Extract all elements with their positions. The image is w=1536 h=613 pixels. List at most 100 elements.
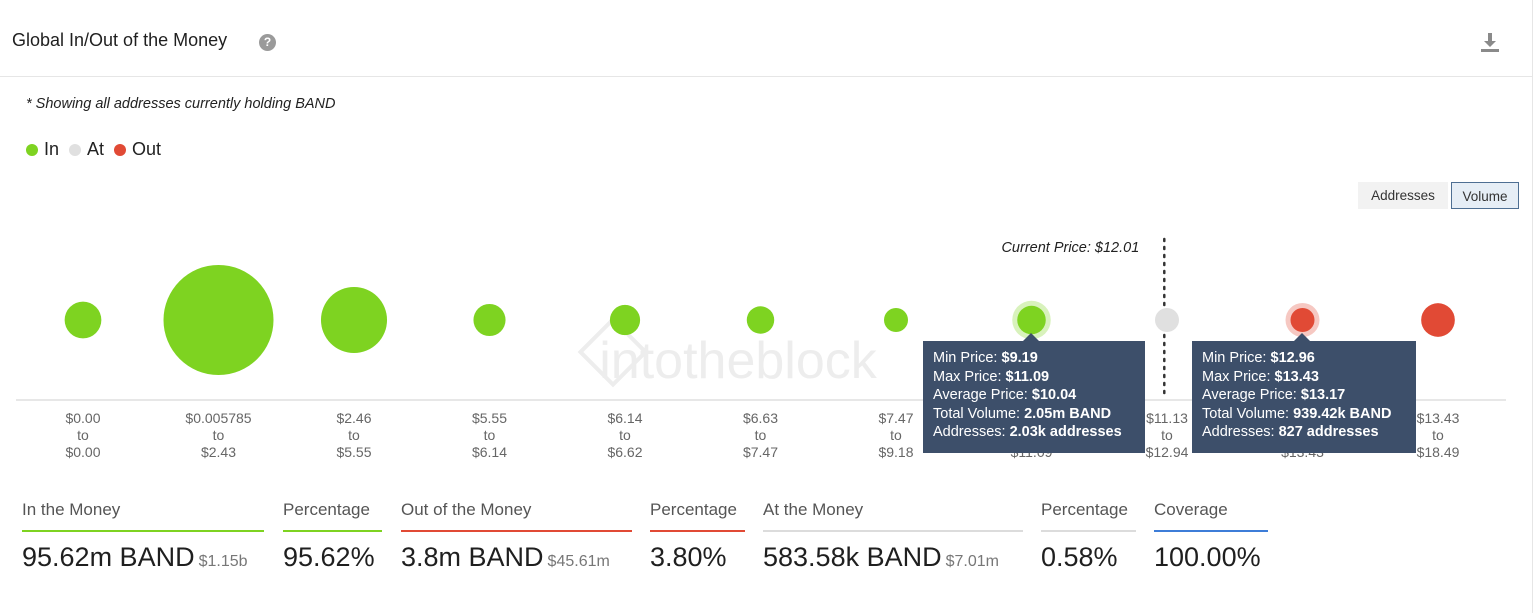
bubble-in xyxy=(320,286,388,354)
addresses-toggle-button[interactable]: Addresses xyxy=(1358,182,1448,209)
tooltip-avg-label: Average Price: xyxy=(1202,387,1297,403)
stat-value-main: 583.58k BAND xyxy=(763,542,942,572)
tick-label: $0.00 xyxy=(65,410,100,426)
tick-label: $6.63 xyxy=(743,410,778,426)
tick-label: to xyxy=(484,427,496,443)
current-price-label: Current Price: $12.01 xyxy=(1001,240,1139,256)
tick-label: $6.14 xyxy=(472,444,507,460)
stat-out-of-the-money: Out of the Money 3.8m BAND $45.61m xyxy=(401,500,632,573)
stat-value: 95.62m BAND $1.15b xyxy=(22,542,264,573)
tick-label: $6.14 xyxy=(607,410,642,426)
legend-item-in[interactable]: In xyxy=(26,139,59,160)
stat-in-the-money: In the Money 95.62m BAND $1.15b xyxy=(22,500,264,573)
stat-label: Percentage xyxy=(1041,500,1128,519)
legend-in-dot xyxy=(26,143,38,156)
stat-label: At the Money xyxy=(763,500,864,519)
tooltip-avg-value: $13.17 xyxy=(1300,387,1346,403)
tooltip-max-label: Max Price: xyxy=(1202,368,1271,385)
stat-in-percentage: Percentage 95.62% xyxy=(283,500,382,573)
tick-label: to xyxy=(1161,427,1173,443)
tick-label: $5.55 xyxy=(336,444,371,460)
tooltip-in-range: Min Price: $9.19 Max Price: $11.09 Avera… xyxy=(923,333,1145,453)
stat-label: In the Money xyxy=(22,500,121,519)
tick-label: to xyxy=(755,427,767,443)
tooltip-vol-label: Total Volume: xyxy=(933,405,1021,422)
bubble-in xyxy=(473,303,506,337)
stat-out-percentage: Percentage 3.80% xyxy=(650,500,745,573)
tooltip-addr-value: 2.03k addresses xyxy=(1009,424,1122,440)
tooltip-arrow xyxy=(1023,333,1039,341)
stat-rule xyxy=(1154,530,1268,532)
download-icon[interactable] xyxy=(1478,30,1502,54)
tick-label: $0.00 xyxy=(65,444,100,460)
stat-value: 100.00% xyxy=(1154,542,1261,572)
tick-label: $11.13 xyxy=(1146,410,1188,426)
tooltip-addr-label: Addresses: xyxy=(933,424,1006,440)
legend-out-dot xyxy=(114,143,127,156)
tick-label: $12.94 xyxy=(1146,444,1189,460)
panel-border xyxy=(1532,0,1533,613)
tooltip-min-value: $9.19 xyxy=(1001,350,1038,366)
stat-label: Coverage xyxy=(1154,500,1228,519)
stat-value: 3.8m BAND $45.61m xyxy=(401,542,632,573)
tick-label: $6.62 xyxy=(607,444,642,460)
tick-label: $5.55 xyxy=(472,410,507,426)
bubble-in xyxy=(746,306,775,334)
stat-value: 583.58k BAND $7.01m xyxy=(763,542,1023,573)
stat-value-usd: $1.15b xyxy=(198,553,248,570)
legend: In At Out xyxy=(26,139,171,160)
tooltip-addr-label: Addresses: xyxy=(1202,424,1275,440)
stat-label: Out of the Money xyxy=(401,500,532,519)
tooltip-arrow xyxy=(1294,333,1310,341)
volume-toggle-button[interactable]: Volume xyxy=(1451,182,1519,209)
tooltip-vol-value: 2.05m BAND xyxy=(1024,405,1112,422)
tooltip-avg-value: $10.04 xyxy=(1031,387,1077,403)
tick-label: $7.47 xyxy=(743,444,778,460)
tick-label: $2.43 xyxy=(201,444,236,460)
stat-rule xyxy=(283,530,382,532)
bubble-out xyxy=(1290,308,1315,332)
stat-coverage: Coverage 100.00% xyxy=(1154,500,1268,573)
chart-header: Global In/Out of the Money ? xyxy=(0,0,1532,77)
tick-label: $9.18 xyxy=(878,444,913,460)
stat-value: 0.58% xyxy=(1041,542,1118,572)
tick-label: to xyxy=(1432,427,1444,443)
stat-label: Percentage xyxy=(283,500,370,519)
legend-item-out[interactable]: Out xyxy=(114,139,161,160)
watermark: intotheblock xyxy=(599,332,878,390)
stat-at-the-money: At the Money 583.58k BAND $7.01m xyxy=(763,500,1023,573)
legend-item-at[interactable]: At xyxy=(69,139,104,160)
tooltip-vol-value: 939.42k BAND xyxy=(1293,405,1392,422)
tick-label: to xyxy=(213,427,225,443)
stat-value-main: 3.8m BAND xyxy=(401,542,544,572)
tick-label: to xyxy=(348,427,360,443)
tooltip-max-value: $11.09 xyxy=(1005,368,1050,385)
watermark-logo xyxy=(577,316,649,388)
tick-label: to xyxy=(890,427,902,443)
stat-rule xyxy=(401,530,632,532)
tick-label: to xyxy=(77,427,89,443)
tick-label: $18.49 xyxy=(1417,444,1460,460)
tooltip-min-label: Min Price: xyxy=(1202,350,1267,366)
tooltip-vol-label: Total Volume: xyxy=(1202,405,1290,422)
tick-label: to xyxy=(619,427,631,443)
stat-value: 3.80% xyxy=(650,542,727,572)
tooltip-avg-label: Average Price: xyxy=(933,387,1028,403)
stat-rule xyxy=(22,530,264,532)
tooltip-addr-value: 827 addresses xyxy=(1278,424,1379,440)
tooltip-min-value: $12.96 xyxy=(1270,350,1315,366)
tick-label: $7.47 xyxy=(878,410,913,426)
bubble-at xyxy=(1155,308,1179,332)
stat-rule xyxy=(1041,530,1136,532)
stat-rule xyxy=(650,530,745,532)
bubble-in xyxy=(1017,305,1046,335)
help-icon[interactable]: ? xyxy=(259,34,276,51)
stat-value: 95.62% xyxy=(283,542,375,572)
tick-label: $13.43 xyxy=(1417,410,1460,426)
bubble-in xyxy=(609,304,641,336)
bubble-in xyxy=(64,301,102,339)
tick-label: $2.46 xyxy=(336,410,371,426)
stat-value-main: 95.62m BAND xyxy=(22,542,195,572)
page-title: Global In/Out of the Money xyxy=(12,30,228,50)
bubble-in xyxy=(163,265,274,375)
